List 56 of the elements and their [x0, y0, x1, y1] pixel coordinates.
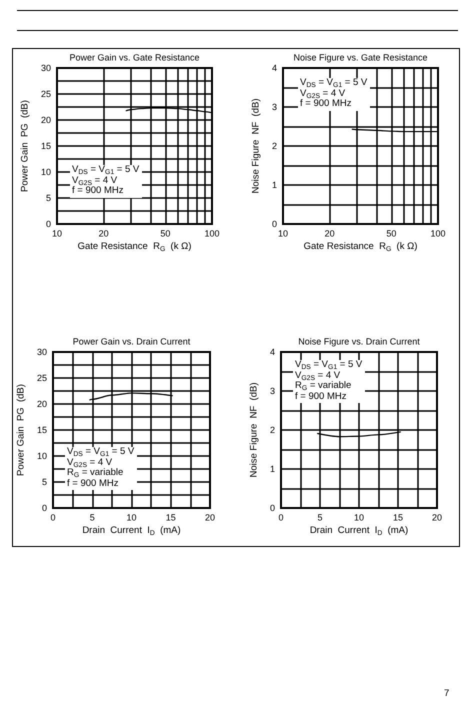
y-tick-label: 3	[270, 386, 275, 396]
text: V$_{DS}$ = V$_{G1}$ = 5 V V$_{G2S}$ = 4 V R$_{G}$ = variable f = 900 MHz	[67, 446, 134, 488]
x-axis-title: Drain Current I$_{D}$ (mA)	[81, 525, 182, 538]
y-tick-label: 0	[270, 503, 275, 513]
text: V$_{DS}$ = V$_{G1}$ = 5 V V$_{G2S}$ = 4 V f = 900 MHz	[300, 77, 368, 109]
x-axis-title: Gate Resistance R$_{G}$ (k Ω)	[302, 241, 418, 254]
y-tick-label: 1	[272, 180, 277, 190]
chart-title: Power Gain vs. Gate Resistance	[69, 52, 200, 62]
y-tick-label: 25	[36, 373, 47, 383]
y-tick-label: 10	[36, 451, 47, 461]
x-tick-label: 20	[432, 512, 442, 522]
x-tick-label: 20	[98, 228, 109, 238]
y-tick-label: 2	[270, 425, 275, 435]
chart-title: Noise Figure vs. Drain Current	[298, 336, 420, 346]
y-tick-label: 5	[46, 193, 51, 203]
y-tick-label: 15	[40, 141, 51, 151]
x-tick-label: 5	[90, 512, 95, 522]
y-tick-label: 30	[36, 347, 47, 357]
x-tick-label: 15	[392, 512, 404, 522]
x-tick-label: 0	[278, 512, 284, 522]
chart-title: Power Gain vs. Drain Current	[72, 336, 191, 346]
text: 7	[444, 688, 450, 699]
y-tick-label: 5	[42, 477, 47, 487]
y-tick-label: 20	[36, 399, 47, 409]
y-axis-title: Noise Figure NF (dB)	[248, 382, 260, 478]
x-tick-label: 10	[354, 512, 364, 522]
y-tick-label: 2	[272, 141, 277, 151]
x-tick-label: 20	[324, 228, 335, 238]
y-tick-label: 10	[40, 167, 51, 177]
chart-title: Noise Figure vs. Gate Resistance	[293, 52, 428, 62]
y-axis-title: Power Gain PG (dB)	[16, 384, 27, 476]
y-tick-label: 4	[272, 63, 277, 73]
y-tick-label: 20	[40, 115, 51, 125]
x-axis-title: Gate Resistance R$_{G}$ (k Ω)	[76, 241, 192, 254]
x-tick-label: 50	[386, 228, 396, 238]
y-tick-label: 0	[272, 219, 277, 229]
y-tick-label: 0	[46, 219, 51, 229]
y-axis-title: Noise Figure NF (dB)	[250, 98, 262, 194]
y-tick-label: 3	[272, 102, 277, 112]
y-axis-title: Power Gain PG (dB)	[20, 100, 31, 192]
x-tick-label: 20	[204, 512, 216, 522]
x-tick-label: 100	[204, 228, 220, 238]
y-tick-label: 30	[40, 63, 51, 73]
x-axis-title: Drain Current I$_{D}$ (mA)	[308, 525, 410, 538]
x-tick-label: 15	[166, 512, 176, 522]
x-tick-label: 10	[126, 512, 137, 522]
y-tick-label: 25	[40, 89, 51, 99]
text: V$_{DS}$ = V$_{G1}$ = 5 V V$_{G2S}$ = 4 V R$_{G}$ = variable f = 900 MHz	[295, 359, 362, 402]
x-tick-label: 100	[430, 228, 446, 238]
x-tick-label: 50	[160, 228, 170, 238]
y-tick-label: 15	[36, 425, 47, 435]
y-tick-label: 1	[270, 464, 275, 474]
y-tick-label: 0	[42, 503, 47, 513]
x-tick-label: 5	[317, 512, 323, 522]
y-tick-label: 4	[270, 347, 275, 357]
text: V$_{DS}$ = V$_{G1}$ = 5 V V$_{G2S}$ = 4 V f = 900 MHz	[72, 164, 140, 196]
